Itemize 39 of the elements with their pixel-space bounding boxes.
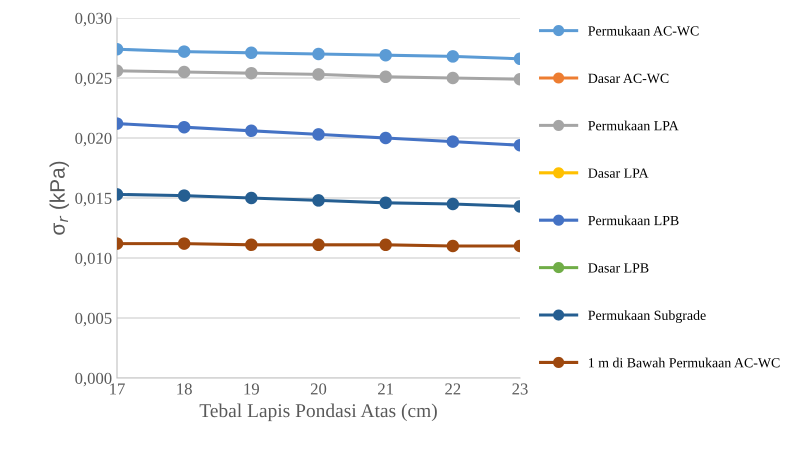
y-tick-label: 0,010 [75, 252, 112, 266]
y-tick-label: 0,000 [75, 372, 112, 386]
x-tick-label: 22 [445, 383, 460, 394]
x-axis-title: Tebal Lapis Pondasi Atas (cm) [200, 404, 437, 422]
x-tick-label: 19 [244, 383, 259, 395]
point [245, 192, 258, 204]
legend-label: 1 m di Bawah Permukaan AC-WC [589, 358, 780, 368]
x-tick-label: 21 [378, 383, 393, 394]
legend-label: Dasar LPB [588, 263, 648, 273]
y-tick-label: 0,025 [75, 72, 112, 86]
point [312, 48, 325, 60]
point [245, 46, 258, 60]
legend-label: Dasar AC-WC [588, 74, 668, 84]
point [245, 124, 258, 138]
point [379, 196, 392, 210]
y-tick-label: 0,020 [75, 132, 112, 146]
point [245, 238, 258, 252]
point [379, 238, 392, 252]
y-axis-title: σ$_{r}$ (kPa) [50, 162, 69, 235]
point [312, 68, 325, 81]
x-tick-label: 23 [512, 383, 528, 395]
x-tick-label: 17 [110, 383, 125, 394]
legend-label: Permukaan Subgrade [588, 310, 706, 323]
legend-label: Permukaan LPB [588, 215, 679, 226]
point [312, 128, 325, 141]
y-tick-label: 0,030 [75, 12, 112, 26]
x-tick-label: 18 [177, 383, 192, 395]
y-tick-label: 0,005 [75, 312, 112, 326]
point [379, 48, 392, 62]
legend-label: Permukaan AC-WC [588, 26, 698, 36]
point [312, 194, 325, 207]
x-tick-label: 20 [310, 383, 326, 395]
point [379, 70, 392, 84]
point [312, 238, 325, 252]
point [379, 132, 392, 144]
legend-label: Permukaan LPA [588, 120, 679, 130]
y-tick-label: 0,015 [75, 192, 112, 206]
legend-label: Dasar LPA [588, 168, 649, 178]
point [245, 66, 258, 80]
